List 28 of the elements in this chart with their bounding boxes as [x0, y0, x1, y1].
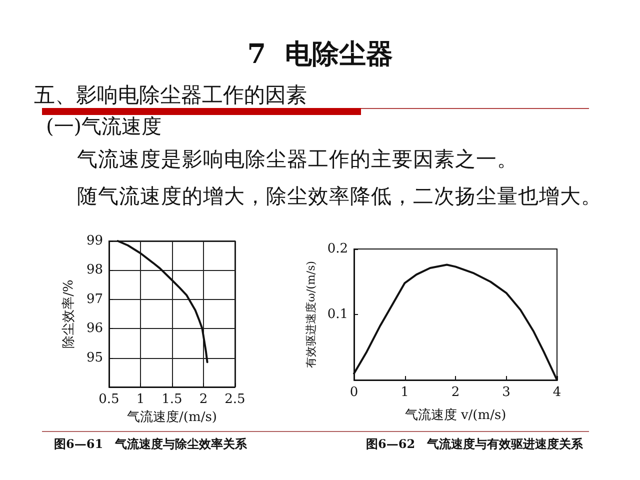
y-tick-label: 97: [86, 292, 103, 307]
y-tick-label: 99: [86, 234, 103, 248]
y-tick-label: 0.1: [327, 307, 348, 322]
y-axis-title: 有效驱进速度ω/(m/s): [304, 260, 318, 368]
text: 图6—62 气流速度与有效驱进速度关系: [366, 437, 584, 451]
text: 图6—61 气流速度与除尘效率关系: [54, 437, 248, 451]
text: (一)气流速度: [46, 113, 162, 140]
x-tick-label: 2.5: [224, 392, 246, 407]
x-axis-title: 气流速度/(m/s): [127, 408, 217, 425]
y-tick-label: 95: [86, 350, 103, 366]
text: 气流速度是影响电除尘器工作的主要因素之一。: [77, 146, 518, 173]
text: 随气流速度的增大，除尘效率降低，二次扬尘量也增大。: [77, 183, 602, 210]
x-tick-label: 3: [502, 385, 510, 400]
x-tick-label: 1: [400, 385, 409, 400]
text: 五、影响电除尘器工作的因素: [34, 82, 307, 109]
y-tick-label: 98: [86, 262, 103, 278]
x-tick-label: 2: [199, 392, 208, 407]
y-tick-label: 0.2: [327, 242, 348, 256]
x-tick-label: 0: [350, 385, 358, 400]
x-tick-label: 1.5: [162, 392, 182, 407]
y-tick-label: 96: [86, 321, 103, 336]
x-tick-label: 4: [552, 385, 562, 400]
y-axis-title: 除尘效率/%: [60, 280, 77, 348]
x-tick-label: 2: [451, 385, 460, 400]
x-axis-title: 气流速度 v/(m/s): [404, 407, 506, 423]
x-tick-label: 0.5: [98, 392, 120, 407]
text: 7 电除尘器: [246, 38, 394, 72]
x-tick-label: 1: [136, 392, 145, 407]
